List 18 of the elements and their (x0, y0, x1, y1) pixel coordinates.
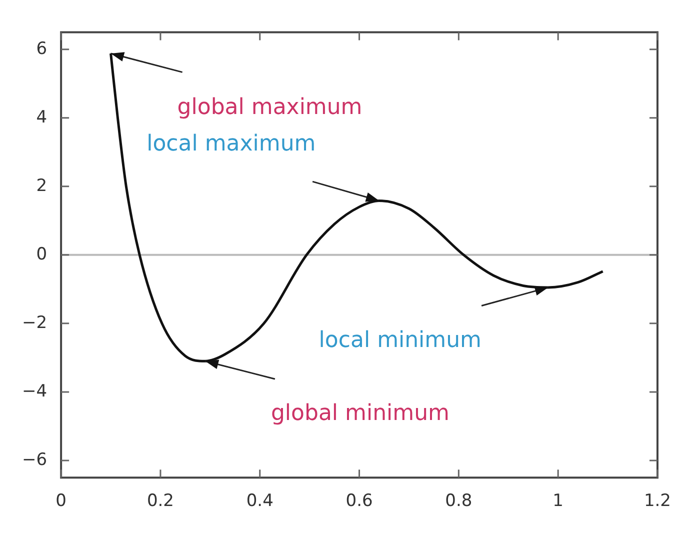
annotation: global minimum (270, 400, 450, 426)
y-tick-label: 6 (36, 38, 48, 59)
y-tick-label: 2 (36, 176, 48, 196)
y-tick-label: 0 (36, 244, 48, 264)
x-tick-label: 0.2 (146, 491, 174, 512)
annotation: global maximum (177, 95, 362, 120)
x-tick-label: 1 (552, 491, 564, 512)
y-tick-label: −2 (22, 312, 48, 333)
annotation: local minimum (318, 328, 482, 354)
x-tick-label: 0 (56, 491, 66, 512)
x-tick-label: 1.2 (644, 491, 672, 512)
annotation: local maximum (146, 131, 316, 156)
x-tick-label: 0.6 (346, 491, 373, 512)
y-tick-label: −6 (22, 450, 48, 470)
x-tick-label: 0.8 (445, 491, 472, 512)
x-tick-label: 0.4 (246, 491, 274, 512)
y-tick-label: 4 (36, 107, 48, 128)
y-tick-label: −4 (22, 381, 48, 402)
